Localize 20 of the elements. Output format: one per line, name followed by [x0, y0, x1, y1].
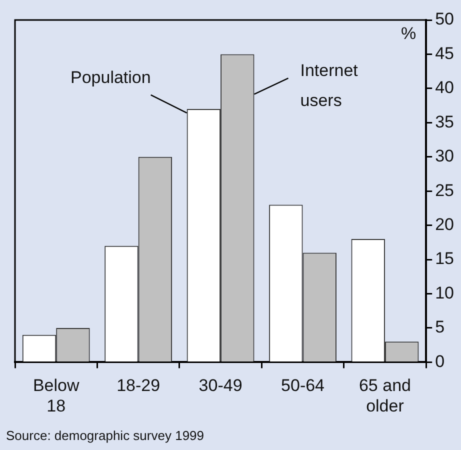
x-tick-label: 18-29	[116, 376, 160, 396]
x-tick-label: 30-49	[198, 376, 242, 396]
x-tick-label: 50-64	[281, 376, 325, 396]
y-tick-label: 30	[435, 146, 454, 166]
source-note: Source: demographic survey 1999	[6, 428, 204, 443]
y-tick-label: 5	[435, 318, 445, 337]
y-tick-label: 50	[435, 10, 454, 29]
y-tick-label: 45	[435, 44, 454, 63]
y-tick-label: 0	[435, 352, 445, 371]
y-tick-label: 10	[435, 283, 454, 302]
y-tick-label: 15	[435, 249, 454, 268]
x-tick-label: 65 and older	[358, 376, 411, 416]
y-tick-label: 40	[435, 78, 454, 98]
y-tick-label: 20	[435, 215, 454, 234]
text: Internet users	[300, 61, 358, 110]
y-tick-label: 25	[435, 180, 454, 200]
text: Population	[70, 68, 151, 87]
y-tick-label: 35	[435, 112, 454, 132]
y-axis-title: %	[400, 24, 416, 44]
x-tick-label: Below 18	[32, 376, 80, 416]
